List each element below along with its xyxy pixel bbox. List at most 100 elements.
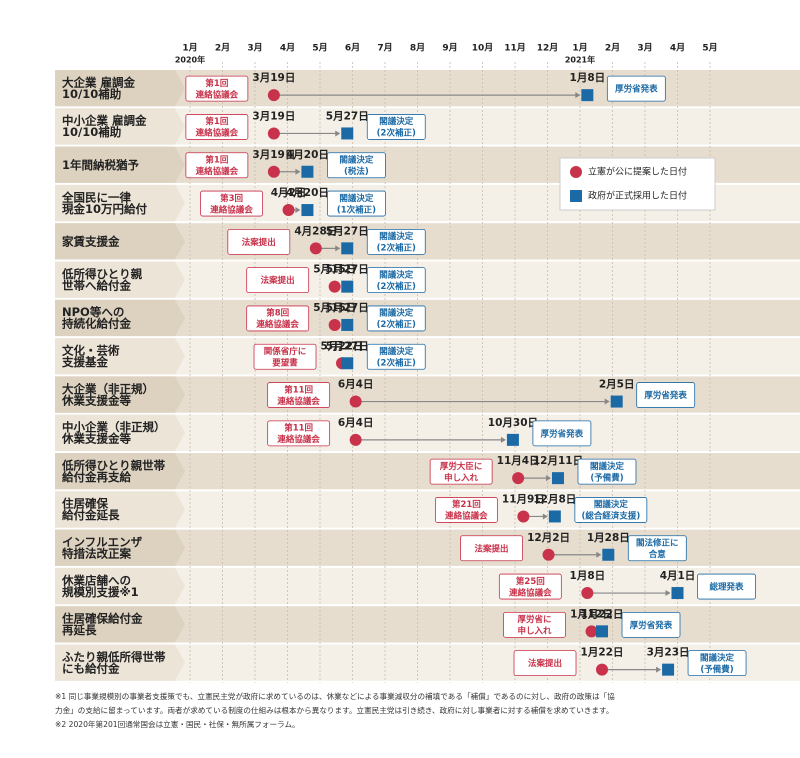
footnote: ※1 同じ事業規模別の事業者支援策でも、立憲民主党が政府に求めているのは、休業な… [55,691,615,701]
row-label-line: 休業支援金等 [61,393,131,407]
row-label-band [55,376,185,413]
adopted-square [341,318,354,331]
decision-box [687,650,747,677]
decision-text-line: (1次補正) [337,204,376,215]
decision-text-line: 厚労省発表 [644,390,687,401]
event-text: 厚労省に申し入れ [518,614,553,637]
row-label-band [55,606,185,643]
decision-box [366,267,426,294]
row-label-line: 中小企業 雇調金 [62,113,147,127]
row-label-line: 大企業 雇調金 [62,75,136,89]
month-label: 6月 [345,43,360,54]
event-text: 厚労大臣に申し入れ [440,460,483,483]
proposed-date: 3月19日 [252,72,295,84]
arrow-head [604,398,610,405]
row-label: 住居確保給付金再延長 [62,611,143,637]
proposed-dot [267,165,280,178]
adopted-date: 4月20日 [286,149,329,161]
year-label: 2021年 [565,55,595,65]
adopted-square [602,548,615,561]
event-box [246,267,310,294]
month-label: 2月 [215,43,230,54]
event-box [185,114,249,140]
adopted-date: 4月20日 [286,187,329,199]
decision-text-line: 閣議決定 [379,269,414,280]
proposed-date: 12月2日 [527,532,570,544]
row-label-line: NPO等への [62,305,124,319]
month-label: 2月 [605,43,620,54]
decision-box [366,228,426,255]
decision-text-line: 閣法修正に [636,537,679,548]
adopted-square [548,510,561,523]
decision-text: 閣議決定(予備費) [590,460,625,483]
decision-box [366,114,426,140]
proposed-dot [517,510,530,523]
month-label: 3月 [637,43,652,54]
proposed-dot [309,242,322,255]
row-label: ふたり親低所得世帯にも給付金 [62,649,166,675]
event-text: 第3回連絡協議会 [210,192,253,215]
arrow-head [335,130,341,137]
adopted-date: 12月8日 [533,493,576,505]
proposed-dot [596,663,609,676]
event-text-line: 第3回 [220,192,243,203]
proposed-date: 1月12日 [570,608,613,620]
month-label: 3月 [247,43,262,54]
arrow-head [542,513,548,520]
event-text: 法案提出 [261,275,295,286]
proposed-dot [581,587,594,600]
event-text-line: 第11回 [284,422,313,433]
adopted-date: 10月30日 [488,417,538,429]
event-text-line: 第25回 [516,575,545,586]
event-box [185,75,249,102]
row-label-band [55,108,185,145]
decision-box [574,497,648,523]
month-label: 7月 [377,43,392,54]
event-text: 法案提出 [242,236,276,247]
arrow-head [295,168,301,175]
event-box [434,497,498,523]
decision-text-line: 閣議決定 [379,116,414,127]
arrow-head [545,475,551,482]
decision-text: 閣議決定(2次補正) [377,346,416,369]
decision-box [532,420,592,447]
decision-text-line: 閣議決定 [700,652,735,663]
decision-text: 閣議決定(2次補正) [377,307,416,330]
decision-text: 閣議決定(予備費) [700,652,735,675]
adopted-date: 1月8日 [570,72,606,84]
adopted-square [341,127,354,140]
decision-text-line: 合意 [648,549,667,560]
row-label-line: インフルエンザ [62,535,143,549]
decision-box [636,382,696,408]
footnote: ※2 2020年第201回通常国会は立憲・国民・社保・無所属フォーラム。 [55,719,300,729]
proposed-dot [267,89,280,102]
event-text: 第11回連絡協議会 [277,422,320,445]
decision-box [697,573,756,600]
event-text-line: 連絡協議会 [445,510,488,521]
decision-box [327,190,386,217]
row-label-line: 規模別支援※1 [62,584,139,598]
row-label-band [55,184,185,222]
event-box [429,458,493,485]
event-text-line: 法案提出 [475,543,509,554]
event-text: 第25回連絡協議会 [509,575,552,598]
row-label: 文化・芸術支援基金 [61,343,120,369]
decision-box [621,611,681,638]
row-label: 中小企業（非正規）休業支援金等 [61,420,166,446]
decision-text: 閣法修正に合意 [636,537,679,560]
adopted-square [341,280,354,293]
event-text-line: 連絡協議会 [196,89,239,100]
row-label: 低所得ひとり親世帯へ給付金 [61,266,143,292]
row-label-band [55,223,185,260]
row-label-band [55,414,185,451]
row-label-line: 休業店舗への [61,573,131,587]
adopted-square [301,165,314,178]
year-label: 2020年 [175,55,205,65]
event-text-line: 連絡協議会 [509,587,552,598]
event-box [503,611,566,638]
event-text: 法案提出 [528,658,562,669]
proposed-date: 11月4日 [497,455,540,467]
proposed-date: 6月4日 [338,417,374,429]
row-label-band [55,338,185,375]
row-label: NPO等への持続化給付金 [62,305,131,331]
